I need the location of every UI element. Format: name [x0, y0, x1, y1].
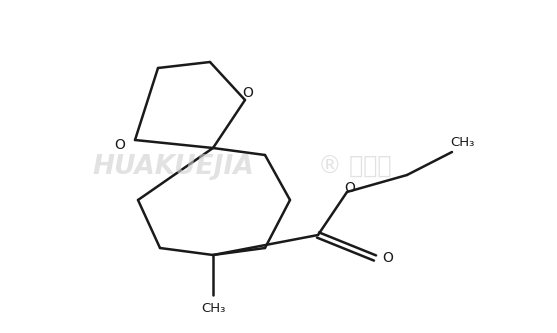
Text: O: O — [345, 181, 355, 195]
Text: O: O — [242, 86, 253, 100]
Text: ® 化学加: ® 化学加 — [318, 155, 392, 179]
Text: CH₃: CH₃ — [201, 301, 225, 314]
Text: HUAKUEJIA: HUAKUEJIA — [92, 154, 254, 180]
Text: O: O — [115, 138, 125, 152]
Text: CH₃: CH₃ — [450, 137, 474, 150]
Text: O: O — [383, 251, 393, 265]
